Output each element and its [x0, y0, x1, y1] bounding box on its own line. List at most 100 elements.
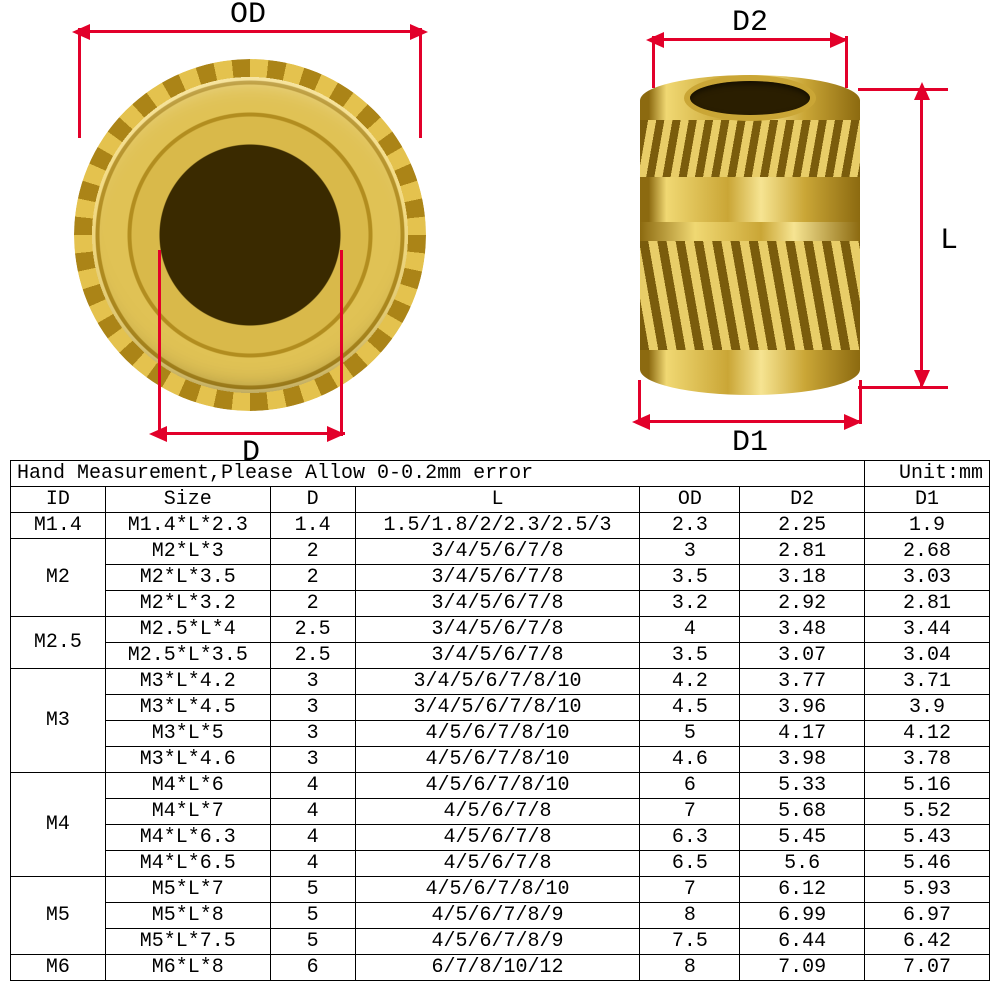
- cell-Size: M5*L*8: [105, 903, 270, 929]
- table-header-OD: OD: [640, 487, 740, 513]
- dim-ext-line: [340, 250, 343, 436]
- table-row: M4*L*6.344/5/6/7/86.35.455.43: [11, 825, 990, 851]
- cell-D2: 2.92: [740, 591, 865, 617]
- cell-D: 5: [270, 929, 355, 955]
- table-row: M3M3*L*4.233/4/5/6/7/8/104.23.773.71: [11, 669, 990, 695]
- cell-D: 3: [270, 669, 355, 695]
- table-row: M5*L*854/5/6/7/8/986.996.97: [11, 903, 990, 929]
- cell-D1: 3.71: [865, 669, 990, 695]
- cell-D1: 5.16: [865, 773, 990, 799]
- cell-D2: 7.09: [740, 955, 865, 981]
- cell-Size: M2.5*L*4: [105, 617, 270, 643]
- cell-Size: M2*L*3: [105, 539, 270, 565]
- cell-D1: 3.04: [865, 643, 990, 669]
- cell-ID: M4: [11, 773, 106, 877]
- cell-D: 2: [270, 539, 355, 565]
- cell-OD: 4.2: [640, 669, 740, 695]
- cell-L: 4/5/6/7/8: [355, 851, 640, 877]
- insert-mid-ring: [640, 222, 860, 254]
- cell-D: 4: [270, 851, 355, 877]
- cell-D2: 2.81: [740, 539, 865, 565]
- cell-OD: 6.5: [640, 851, 740, 877]
- cell-D: 3: [270, 747, 355, 773]
- cell-ID: M3: [11, 669, 106, 773]
- cell-OD: 7.5: [640, 929, 740, 955]
- cell-L: 3/4/5/6/7/8: [355, 539, 640, 565]
- cell-D2: 5.68: [740, 799, 865, 825]
- table-row: M4*L*6.544/5/6/7/86.55.65.46: [11, 851, 990, 877]
- cell-D: 4: [270, 825, 355, 851]
- arrow-icon: [72, 24, 90, 40]
- cell-D1: 3.03: [865, 565, 990, 591]
- cell-Size: M2*L*3.2: [105, 591, 270, 617]
- table-row: M3*L*534/5/6/7/8/1054.174.12: [11, 721, 990, 747]
- cell-OD: 4: [640, 617, 740, 643]
- cell-OD: 6: [640, 773, 740, 799]
- cell-D1: 3.78: [865, 747, 990, 773]
- table-row: M1.4M1.4*L*2.31.41.5/1.8/2/2.3/2.5/32.32…: [11, 513, 990, 539]
- table-row: M2*L*3.223/4/5/6/7/83.22.922.81: [11, 591, 990, 617]
- cell-L: 4/5/6/7/8: [355, 799, 640, 825]
- cell-D: 3: [270, 721, 355, 747]
- dim-label-D2: D2: [732, 6, 768, 40]
- cell-D1: 2.81: [865, 591, 990, 617]
- cell-Size: M3*L*4.2: [105, 669, 270, 695]
- cell-D2: 6.99: [740, 903, 865, 929]
- cell-OD: 3.5: [640, 643, 740, 669]
- cell-D: 6: [270, 955, 355, 981]
- table-note-row: Hand Measurement,Please Allow 0-0.2mm er…: [11, 461, 990, 487]
- cell-L: 4/5/6/7/8/10: [355, 747, 640, 773]
- cell-Size: M2.5*L*3.5: [105, 643, 270, 669]
- table-header-row: IDSizeDLODD2D1: [11, 487, 990, 513]
- table-header-ID: ID: [11, 487, 106, 513]
- cell-D2: 5.45: [740, 825, 865, 851]
- cell-D2: 6.44: [740, 929, 865, 955]
- cell-D1: 4.12: [865, 721, 990, 747]
- cell-L: 4/5/6/7/8/10: [355, 721, 640, 747]
- dim-label-OD: OD: [230, 0, 266, 32]
- arrow-icon: [632, 414, 650, 430]
- cell-L: 6/7/8/10/12: [355, 955, 640, 981]
- cell-Size: M4*L*6.5: [105, 851, 270, 877]
- dim-line-D: [155, 432, 345, 435]
- dim-ext-line: [419, 28, 422, 138]
- dim-ext-line: [158, 250, 161, 436]
- cell-Size: M3*L*4.5: [105, 695, 270, 721]
- cell-D2: 5.6: [740, 851, 865, 877]
- dim-line-D1: [638, 420, 862, 423]
- dim-ext-line: [638, 380, 641, 424]
- cell-D2: 3.07: [740, 643, 865, 669]
- cell-D1: 3.44: [865, 617, 990, 643]
- cell-Size: M1.4*L*2.3: [105, 513, 270, 539]
- table-header-D1: D1: [865, 487, 990, 513]
- cell-OD: 2.3: [640, 513, 740, 539]
- cell-OD: 3.2: [640, 591, 740, 617]
- table-row: M2.5M2.5*L*42.53/4/5/6/7/843.483.44: [11, 617, 990, 643]
- cell-D1: 6.42: [865, 929, 990, 955]
- cell-ID: M6: [11, 955, 106, 981]
- arrow-icon: [646, 32, 664, 48]
- cell-L: 4/5/6/7/8/10: [355, 877, 640, 903]
- cell-ID: M2: [11, 539, 106, 617]
- cell-D: 3: [270, 695, 355, 721]
- cell-OD: 5: [640, 721, 740, 747]
- cell-L: 3/4/5/6/7/8/10: [355, 669, 640, 695]
- cell-OD: 7: [640, 799, 740, 825]
- cell-D1: 5.52: [865, 799, 990, 825]
- table-row: M6M6*L*866/7/8/10/1287.097.07: [11, 955, 990, 981]
- table-note-right: Unit:mm: [865, 461, 990, 487]
- cell-OD: 3: [640, 539, 740, 565]
- cell-D2: 3.77: [740, 669, 865, 695]
- cell-D1: 3.9: [865, 695, 990, 721]
- table-row: M4M4*L*644/5/6/7/8/1065.335.16: [11, 773, 990, 799]
- cell-D2: 3.18: [740, 565, 865, 591]
- cell-OD: 3.5: [640, 565, 740, 591]
- cell-Size: M4*L*6: [105, 773, 270, 799]
- cell-L: 3/4/5/6/7/8: [355, 643, 640, 669]
- cell-Size: M3*L*4.6: [105, 747, 270, 773]
- cell-D1: 5.43: [865, 825, 990, 851]
- cell-D2: 3.96: [740, 695, 865, 721]
- dim-ext-line: [858, 88, 948, 91]
- cell-D: 5: [270, 903, 355, 929]
- table-row: M3*L*4.634/5/6/7/8/104.63.983.78: [11, 747, 990, 773]
